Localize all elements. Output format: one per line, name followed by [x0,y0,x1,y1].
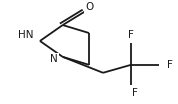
Text: N: N [50,54,58,64]
Text: HN: HN [18,30,34,40]
Text: O: O [85,2,93,12]
Text: F: F [132,88,137,98]
Text: F: F [128,30,134,40]
Text: F: F [167,60,172,70]
